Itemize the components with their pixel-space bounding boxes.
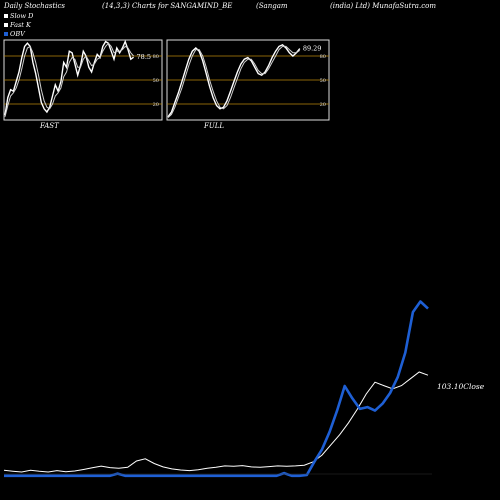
site-name: (india) Ltd) MunafaSutra.com [330,2,436,10]
last-value-label: 89.29 [303,45,322,53]
legend-label: Slow D [10,12,34,20]
chart-title: Daily Stochastics [4,2,66,10]
legend-fast-k: Fast K [4,21,31,29]
last-value-label: 78.5 [137,53,151,61]
gridline-label: 80 [153,54,159,60]
gridline-label: 20 [320,102,326,108]
slow-d-line [4,42,134,117]
legend-slow-d: Slow D [4,12,33,20]
gridline-label: 50 [320,78,326,84]
panel-title: FULL [203,122,224,130]
obv-line [4,300,429,478]
price-line [3,371,429,473]
gridline-label: 50 [153,78,159,84]
legend-label: OBV [10,30,25,38]
slow-d-line [167,45,301,118]
fast-k-line [4,39,135,116]
legend-swatch [4,23,8,27]
legend-swatch [4,32,8,36]
company-name: (Sangam [256,2,288,10]
legend-label: Fast K [10,21,31,29]
gridline-label: 80 [320,54,326,60]
legend-swatch [4,14,8,18]
close-label: 103.10Close [437,382,485,391]
fast-k-line [167,43,301,118]
legend-obv: OBV [4,30,25,38]
panel-title: FAST [39,122,60,130]
gridline-label: 20 [153,102,159,108]
chart-params: (14,3,3) Charts for SANGAMIND_BE [102,2,233,10]
